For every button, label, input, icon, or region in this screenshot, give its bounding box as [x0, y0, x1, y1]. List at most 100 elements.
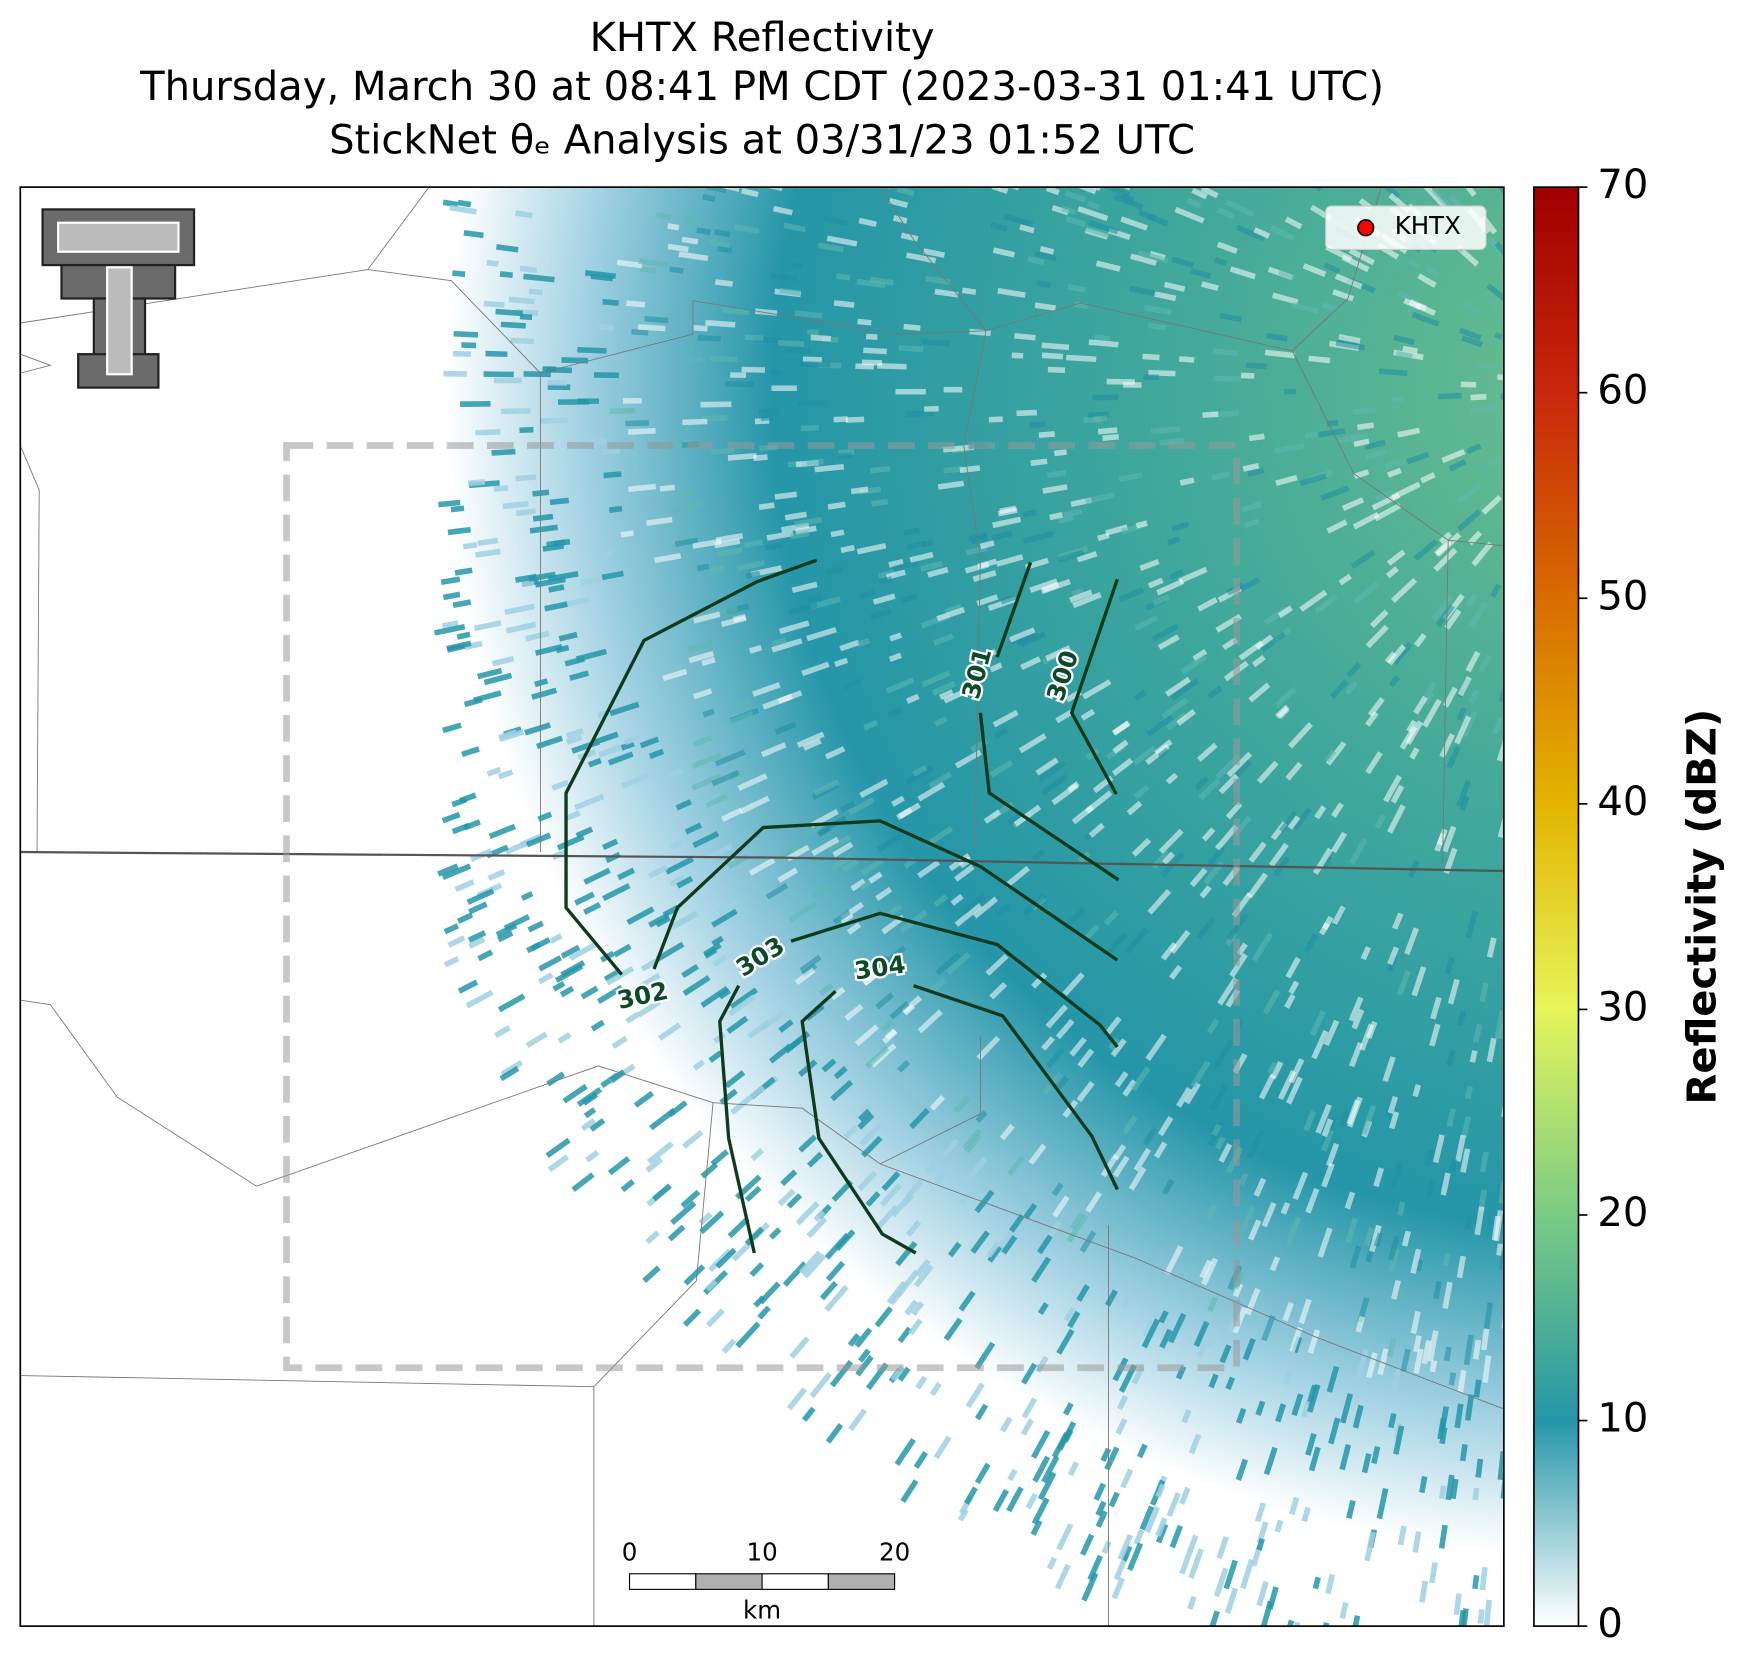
echo-streak	[1371, 1445, 1381, 1464]
echo-streak	[1371, 492, 1401, 511]
echo-streak	[1384, 457, 1407, 470]
scale-bar-segment	[628, 1573, 697, 1590]
echo-streak	[1298, 1298, 1312, 1325]
echo-streak	[986, 1241, 1001, 1258]
echo-streak	[1464, 1394, 1475, 1421]
echo-streak	[827, 501, 846, 510]
echo-streak	[564, 656, 585, 667]
echo-streak	[1148, 322, 1167, 331]
echo-streak	[1465, 910, 1478, 939]
echo-streak	[1041, 1036, 1055, 1051]
echo-streak	[869, 465, 891, 474]
echo-streak	[1248, 1219, 1262, 1241]
echo-streak	[1303, 1110, 1317, 1132]
echo-streak	[769, 272, 798, 282]
echo-streak	[1066, 354, 1097, 363]
echo-streak	[683, 1264, 706, 1286]
echo-streak	[483, 300, 505, 308]
echo-streak	[613, 943, 632, 958]
echo-streak	[887, 707, 902, 719]
echo-streak	[551, 779, 570, 791]
echo-streak	[896, 1269, 920, 1297]
echo-streak	[1353, 581, 1380, 605]
echo-streak	[965, 1382, 985, 1409]
echo-streak	[660, 767, 684, 782]
echo-streak	[963, 1486, 978, 1505]
echo-streak	[1292, 1171, 1309, 1201]
echo-streak	[1258, 1073, 1276, 1100]
echo-streak	[1367, 696, 1385, 717]
echo-streak	[778, 1019, 794, 1033]
echo-streak	[1112, 721, 1130, 736]
echo-streak	[1093, 1482, 1107, 1502]
echo-streak	[857, 1348, 871, 1363]
echo-streak	[921, 670, 951, 688]
echo-streak	[1069, 589, 1093, 603]
echo-streak	[1443, 686, 1458, 708]
echo-streak	[705, 187, 727, 194]
echo-streak	[1037, 1302, 1049, 1315]
echo-streak	[657, 1022, 682, 1041]
echo-streak	[673, 175, 703, 187]
echo-streak	[590, 273, 614, 282]
echo-streak	[1248, 682, 1271, 703]
echo-streak	[727, 1216, 750, 1239]
echo-streak	[1401, 1230, 1411, 1247]
echo-streak	[1426, 1179, 1436, 1198]
echo-streak	[1047, 366, 1066, 374]
echo-streak	[1287, 815, 1301, 830]
echo-streak	[1424, 1149, 1434, 1167]
echo-streak	[1483, 1599, 1492, 1627]
echo-streak	[1056, 1523, 1074, 1551]
title-line: Thursday, March 30 at 08:41 PM CDT (2023…	[139, 64, 1384, 110]
echo-streak	[461, 342, 477, 349]
echo-streak	[626, 906, 655, 926]
echo-streak	[1489, 583, 1502, 599]
echo-streak	[798, 1134, 818, 1153]
echo-streak	[523, 273, 555, 283]
echo-streak	[1299, 589, 1328, 612]
echo-streak	[1387, 804, 1406, 834]
echo-streak	[731, 1241, 752, 1262]
echo-streak	[1406, 451, 1430, 465]
echo-streak	[534, 643, 563, 656]
echo-streak	[454, 879, 475, 892]
state-line	[20, 850, 1504, 873]
echo-streak	[1311, 1029, 1329, 1060]
echo-streak	[1460, 1148, 1471, 1173]
echo-streak	[1305, 1187, 1320, 1214]
echo-streak	[1219, 312, 1242, 323]
echo-streak	[1473, 1023, 1483, 1044]
echo-streak	[1025, 1492, 1038, 1510]
echo-streak	[717, 899, 738, 915]
echo-streak	[1147, 577, 1164, 589]
echo-streak	[603, 969, 620, 982]
echo-streak	[1264, 349, 1296, 359]
echo-streak	[858, 217, 877, 228]
echo-streak	[1320, 1129, 1334, 1152]
echo-streak	[583, 902, 602, 915]
echo-streak	[514, 210, 533, 219]
echo-streak	[711, 187, 740, 192]
echo-streak	[1181, 1408, 1192, 1424]
echo-streak	[1323, 262, 1341, 275]
colorbar-tick-label: 0	[1597, 1601, 1622, 1647]
echo-streak	[504, 603, 535, 616]
echo-streak	[1413, 695, 1428, 715]
echo-streak	[1436, 832, 1447, 846]
echo-streak	[728, 994, 756, 1017]
scale-bar-label: 0	[622, 1538, 638, 1567]
echo-streak	[527, 920, 544, 933]
echo-streak	[744, 1185, 762, 1203]
echo-streak	[1152, 594, 1170, 607]
echo-streak	[585, 1149, 600, 1163]
echo-streak	[1373, 1232, 1383, 1248]
echo-streak	[834, 1229, 856, 1251]
echo-streak	[1274, 686, 1297, 709]
echo-streak	[605, 965, 635, 986]
echo-streak	[1240, 372, 1255, 379]
echo-streak	[1278, 269, 1296, 281]
echo-streak	[577, 398, 600, 405]
echo-streak	[632, 972, 661, 993]
echo-streak	[1032, 1455, 1051, 1483]
